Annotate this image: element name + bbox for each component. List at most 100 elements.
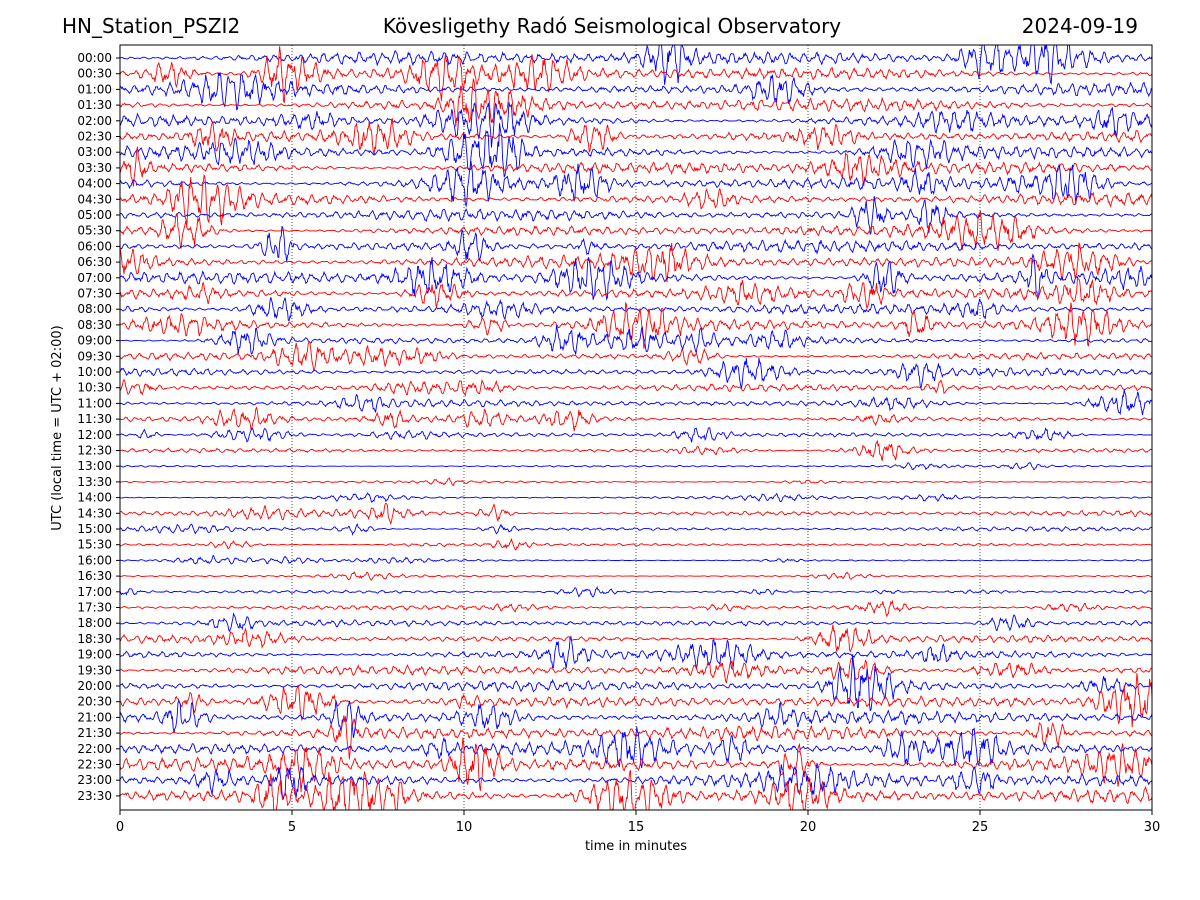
trace-line (120, 341, 1152, 372)
row-label: 17:30 (77, 601, 112, 615)
x-tick-label: 5 (288, 820, 296, 835)
row-label: 09:00 (77, 334, 112, 348)
row-label: 17:00 (77, 585, 112, 599)
row-label: 11:00 (77, 396, 112, 410)
trace-line (120, 45, 1152, 85)
trace-line (120, 770, 1152, 810)
trace-line (120, 225, 1152, 263)
x-tick-label: 20 (800, 820, 817, 835)
row-label: 13:00 (77, 459, 112, 473)
trace-line (120, 210, 1152, 251)
x-axis-label: time in minutes (585, 839, 687, 854)
trace-line (120, 492, 1152, 503)
trace-line (120, 462, 1152, 471)
row-label: 19:30 (77, 663, 112, 677)
row-label: 12:30 (77, 444, 112, 458)
trace-line (120, 46, 1152, 104)
row-label: 22:30 (77, 758, 112, 772)
trace-line (120, 523, 1152, 536)
x-tick-label: 0 (116, 820, 124, 835)
trace-line (120, 439, 1152, 462)
trace-group (120, 45, 1152, 810)
row-label: 02:30 (77, 130, 112, 144)
row-label: 07:30 (77, 287, 112, 301)
row-label: 00:00 (77, 51, 112, 65)
trace-line (120, 174, 1152, 226)
row-label: 23:30 (77, 789, 112, 803)
row-label: 00:30 (77, 67, 112, 81)
trace-line (120, 624, 1152, 653)
row-label: 22:00 (77, 742, 112, 756)
trace-line (120, 241, 1152, 283)
trace-line (120, 123, 1152, 178)
row-label: 12:00 (77, 428, 112, 442)
trace-line (120, 476, 1152, 487)
row-label: 20:00 (77, 679, 112, 693)
trace-line (120, 297, 1152, 321)
x-tick-label: 15 (628, 820, 645, 835)
row-label: 21:00 (77, 710, 112, 724)
row-label: 20:30 (77, 695, 112, 709)
trace-line (120, 195, 1152, 235)
row-label: 05:00 (77, 208, 112, 222)
trace-line (120, 656, 1152, 684)
trace-line (120, 72, 1152, 111)
row-label: 03:30 (77, 161, 112, 175)
trace-line (120, 102, 1152, 148)
row-label: 13:30 (77, 475, 112, 489)
trace-line (120, 301, 1152, 349)
trace-line (120, 554, 1152, 565)
row-label: 03:00 (77, 145, 112, 159)
trace-line (120, 160, 1152, 208)
row-label: 07:00 (77, 271, 112, 285)
row-label: 16:30 (77, 569, 112, 583)
trace-line (120, 146, 1152, 187)
trace-line (120, 278, 1152, 310)
trace-line (120, 726, 1152, 768)
trace-line (120, 699, 1152, 738)
row-label: 01:00 (77, 82, 112, 96)
x-ticks: 0 5 10 15 20 25 30 (116, 810, 1160, 835)
row-label: 19:00 (77, 648, 112, 662)
row-label: 06:00 (77, 239, 112, 253)
row-label: 14:30 (77, 506, 112, 520)
x-tick-label: 30 (1144, 820, 1161, 835)
row-label: 08:30 (77, 318, 112, 332)
trace-line (120, 585, 1152, 598)
row-label: 21:30 (77, 726, 112, 740)
trace-line (120, 427, 1152, 443)
row-label: 08:00 (77, 302, 112, 316)
row-label: 11:30 (77, 412, 112, 426)
row-label: 15:30 (77, 538, 112, 552)
trace-line (120, 379, 1152, 397)
row-label: 02:00 (77, 114, 112, 128)
row-label: 09:30 (77, 349, 112, 363)
trace-line (120, 77, 1152, 127)
observatory-title: Kövesligethy Radó Seismological Observat… (382, 14, 842, 38)
row-label: 04:30 (77, 192, 112, 206)
trace-line (120, 673, 1152, 728)
trace-line (120, 389, 1152, 416)
trace-line (120, 737, 1152, 792)
trace-line (120, 654, 1152, 712)
x-tick-label: 10 (456, 820, 473, 835)
trace-line (120, 325, 1152, 355)
trace-line (120, 118, 1152, 155)
row-label: 01:30 (77, 98, 112, 112)
trace-line (120, 763, 1152, 800)
row-label: 05:30 (77, 224, 112, 238)
trace-line (120, 599, 1152, 618)
row-label: 15:00 (77, 522, 112, 536)
trace-line (120, 253, 1152, 301)
row-label: 14:00 (77, 491, 112, 505)
x-tick-label: 25 (972, 820, 989, 835)
row-label: 04:00 (77, 177, 112, 191)
row-label: 06:30 (77, 255, 112, 269)
trace-line (120, 406, 1152, 432)
y-axis-label: UTC (local time = UTC + 02:00) (50, 325, 65, 530)
station-name: HN_Station_PSZI2 (62, 14, 241, 38)
row-label: 16:00 (77, 553, 112, 567)
row-label: 10:30 (77, 381, 112, 395)
